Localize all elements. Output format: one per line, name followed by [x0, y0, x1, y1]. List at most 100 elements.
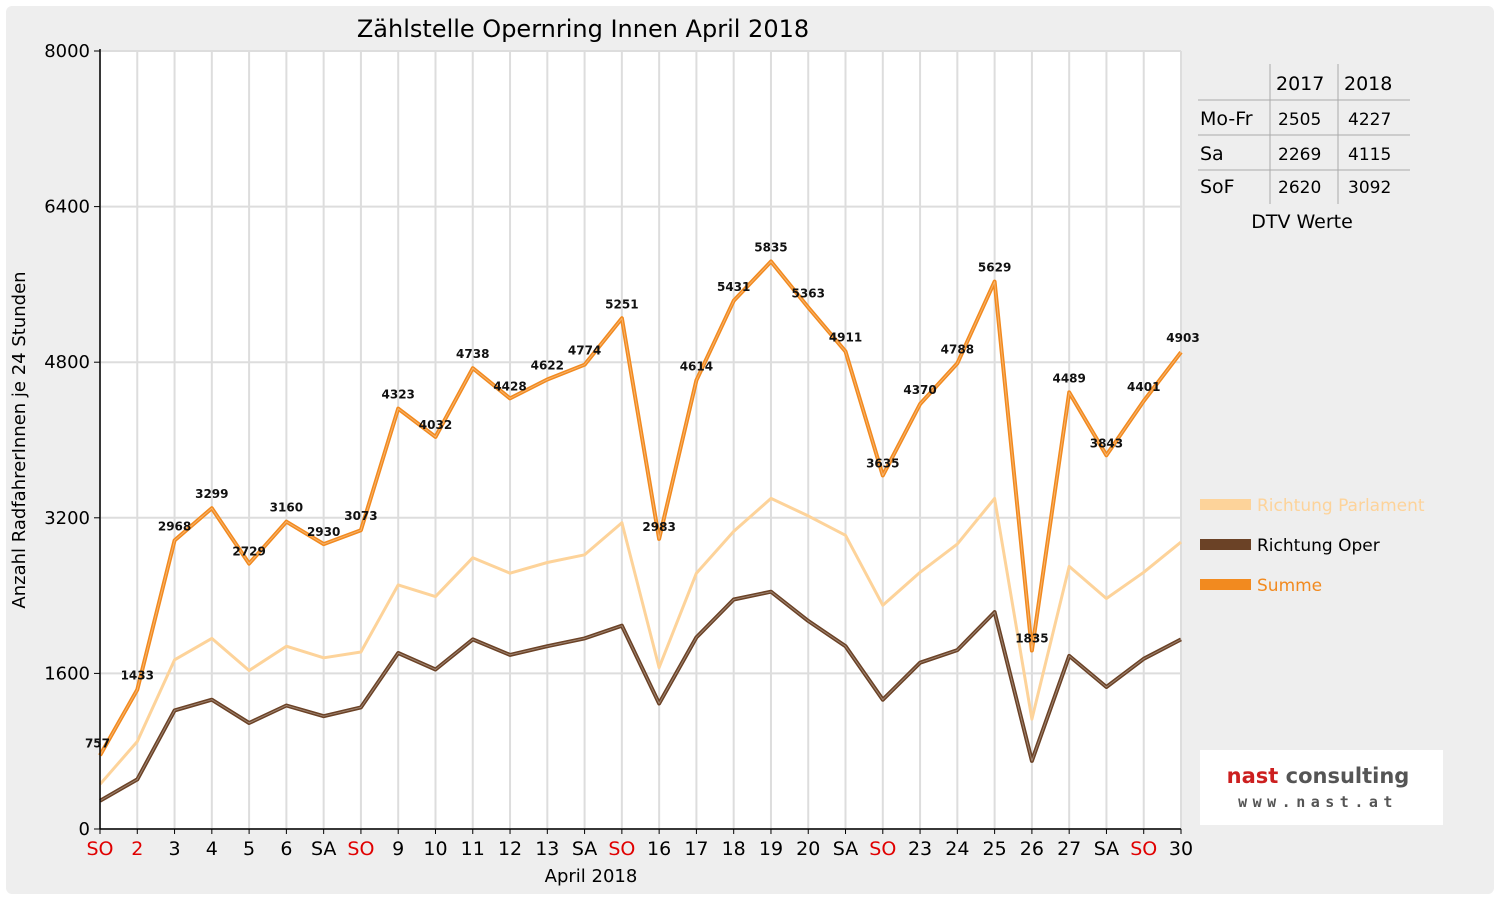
x-tick-label: 16	[647, 838, 671, 860]
x-tick-label: SO	[86, 838, 113, 860]
x-tick-label: 13	[535, 838, 559, 860]
series-line-richtung-parlament	[98, 496, 1182, 786]
x-tick-labels: SO 2 3 4 5 6 SA SO 9 10 11 12 13 SA SO 16 17 18 19 20 SA SO 23…	[86, 838, 1193, 860]
legend-swatch	[1200, 579, 1251, 590]
legend-label: Summe	[1257, 576, 1322, 596]
data-label: 3635	[866, 456, 899, 470]
y-axis-label: Anzahl RadfahrerInnen je 24 Stunden	[9, 271, 30, 608]
data-label: 4489	[1052, 371, 1085, 385]
dtv-cell: 4115	[1348, 145, 1391, 165]
x-tick-label: SA	[572, 838, 597, 860]
grid-lines	[99, 50, 1182, 830]
x-tick-label: 2	[131, 838, 143, 860]
x-tick-label: 17	[684, 838, 708, 860]
data-label: 3073	[344, 509, 377, 523]
dtv-cell: 2269	[1278, 145, 1321, 165]
data-label: 4788	[941, 342, 974, 356]
series-line-highlight	[99, 261, 1182, 756]
data-label: 4323	[382, 388, 415, 402]
y-tick-label: 4800	[44, 352, 90, 373]
dtv-cell: 2620	[1278, 178, 1321, 198]
y-tick-label: 3200	[44, 508, 90, 529]
data-label: 4774	[568, 344, 601, 358]
dtv-header-2017: 2017	[1276, 73, 1324, 95]
x-tick-label: 27	[1057, 838, 1081, 860]
x-tick-label: 4	[206, 838, 218, 860]
x-tick-label: 19	[759, 838, 783, 860]
x-tick-label: 3	[169, 838, 181, 860]
data-label: 3160	[270, 501, 303, 515]
data-label: 4738	[456, 347, 489, 361]
data-label: 757	[85, 736, 110, 750]
company-logo: nast consulting www.nast.at	[1200, 750, 1443, 825]
series-line-summe	[98, 259, 1183, 757]
x-tick-label: SO	[869, 838, 896, 860]
x-tick-label: 12	[498, 838, 522, 860]
dtv-table: 2017 2018 Mo-Fr 2505 4227 Sa 2269 4115 S…	[1198, 64, 1410, 233]
x-tick-label: 18	[722, 838, 746, 860]
data-label: 1835	[1015, 632, 1048, 646]
x-axis-label: April 2018	[545, 866, 638, 887]
dtv-header-2018: 2018	[1344, 73, 1392, 95]
data-label: 1433	[121, 669, 154, 683]
data-label: 4911	[829, 330, 862, 344]
x-tick-label: 25	[983, 838, 1007, 860]
data-label: 4401	[1127, 380, 1160, 394]
x-tick-label: SA	[311, 838, 336, 860]
x-tick-label: SO	[347, 838, 374, 860]
data-label: 2930	[307, 525, 340, 539]
logo-url: www.nast.at	[1238, 793, 1398, 811]
data-label: 4614	[680, 359, 713, 373]
x-tick-label: 20	[796, 838, 820, 860]
series-lines	[98, 259, 1183, 803]
data-label: 5251	[605, 297, 638, 311]
dtv-cell: 4227	[1348, 110, 1391, 130]
data-label: 5835	[754, 241, 787, 255]
x-tick-label: 5	[243, 838, 255, 860]
data-label: 4903	[1166, 331, 1199, 345]
x-tick-label: 30	[1169, 838, 1193, 860]
data-label: 5629	[978, 261, 1011, 275]
data-label: 3299	[195, 487, 228, 501]
x-tick-label: 10	[423, 838, 447, 860]
data-labels: 757 1433 2968 3299 2729 3160 2930 3073 4323 4032 4…	[85, 241, 1200, 751]
y-tick-labels: 0 1600 3200 4800 6400 8000	[44, 41, 90, 840]
x-tick-label: 23	[908, 838, 932, 860]
x-tick-label: SA	[833, 838, 858, 860]
y-tick-label: 1600	[44, 663, 90, 684]
data-label: 2729	[232, 545, 265, 559]
series-line-highlight	[99, 591, 1182, 802]
dtv-row-label: Sa	[1200, 143, 1224, 165]
logo-name: nast consulting	[1227, 764, 1410, 788]
x-tick-label: SA	[1094, 838, 1119, 860]
legend-swatch	[1200, 539, 1251, 550]
x-tick-label: SO	[1130, 838, 1157, 860]
x-tick-label: 6	[280, 838, 292, 860]
chart-title: Zählstelle Opernring Innen April 2018	[357, 15, 809, 43]
dtv-row-label: Mo-Fr	[1200, 108, 1253, 130]
data-label: 4622	[531, 359, 564, 373]
data-label: 4370	[903, 383, 936, 397]
dtv-cell: 3092	[1348, 178, 1391, 198]
y-tick-label: 8000	[44, 41, 90, 62]
x-tick-label: 9	[392, 838, 404, 860]
data-label: 5363	[792, 286, 825, 300]
y-tick-label: 0	[79, 819, 90, 840]
x-tick-label: 24	[945, 838, 969, 860]
data-label: 2968	[158, 519, 191, 533]
x-tick-label: 11	[461, 838, 485, 860]
data-label: 5431	[717, 280, 750, 294]
x-tick-label: SO	[608, 838, 635, 860]
data-label: 4428	[493, 379, 526, 393]
dtv-cell: 2505	[1278, 110, 1321, 130]
y-tick-label: 6400	[44, 197, 90, 218]
legend-label: Richtung Oper	[1257, 536, 1380, 556]
x-tick-label: 26	[1020, 838, 1044, 860]
data-label: 3843	[1090, 436, 1123, 450]
legend-label: Richtung Parlament	[1257, 496, 1425, 516]
axes	[94, 49, 1182, 834]
legend-swatch	[1200, 499, 1251, 510]
series-line-richtung-oper	[99, 589, 1182, 803]
dtv-row-label: SoF	[1200, 176, 1235, 198]
